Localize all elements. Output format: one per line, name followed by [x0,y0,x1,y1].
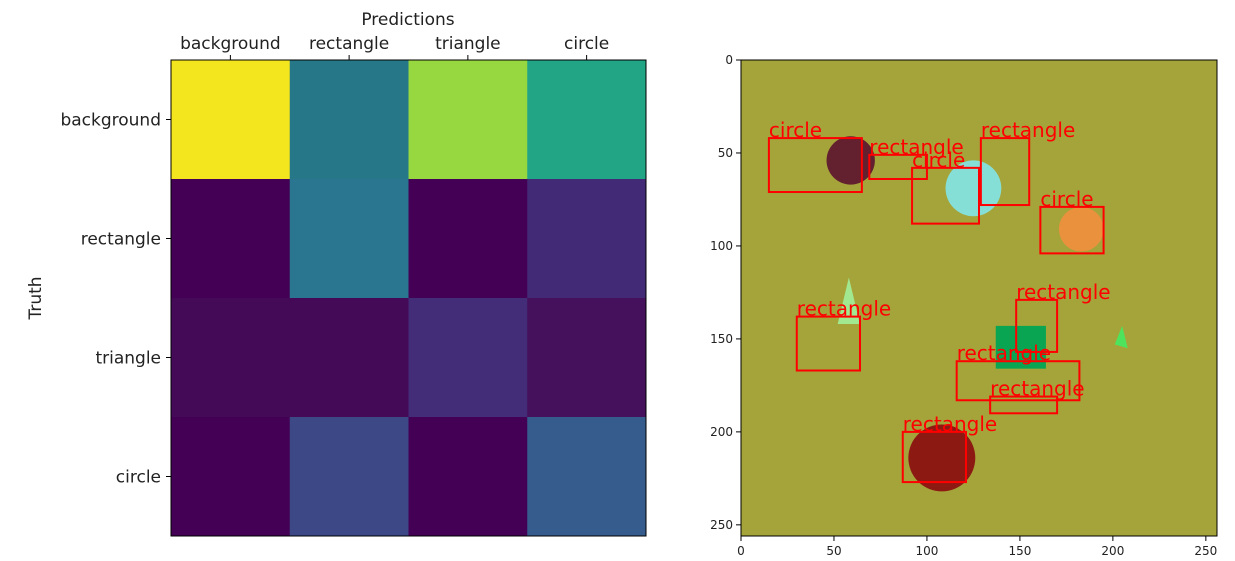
heatmap-xtick-label: background [180,34,281,54]
detection-box [955,360,1081,402]
heatmap-ytick-label: rectangle [81,230,161,250]
heatmap-frame [170,59,647,537]
heatmap-xtick-label: triangle [435,34,501,54]
heatmap-ytick-label: background [60,111,161,131]
detection-box-label: rectangle [797,297,891,321]
image-ytick-label: 200 [710,425,733,439]
detection-box-label: circle [769,118,822,142]
heatmap-cell-2-1 [289,298,409,418]
detection-image-plot: circlerectanglecirclerectanglecirclerect… [710,53,1218,558]
image-frame [740,59,1218,537]
heatmap-xtick-label: circle [564,34,609,54]
heatmap-cell-0-3 [527,60,647,180]
heatmap-cell-3-2 [408,417,528,537]
heatmap-cell-1-0 [171,179,291,299]
image-triangle-shape [1114,325,1128,349]
image-ytick-label: 100 [710,239,733,253]
heatmap-xtick-label: rectangle [309,34,389,54]
detection-box-label: rectangle [957,341,1051,365]
image-xtick-label: 200 [1101,544,1124,558]
image-xtick-label: 0 [737,544,745,558]
detection-box-label: rectangle [981,118,1075,142]
detection-box [901,430,967,484]
detection-box-label: rectangle [869,135,963,159]
heatmap-ytick-label: circle [116,468,161,488]
heatmap-cell-0-1 [289,60,409,180]
image-ytick-label: 150 [710,332,733,346]
image-xtick-label: 150 [1008,544,1031,558]
image-ytick-label: 0 [725,53,733,67]
heatmap-top-axis-title: Predictions [361,10,454,30]
detection-box [767,137,863,194]
heatmap-cell-1-3 [527,179,647,299]
detection-box [1015,298,1059,353]
detection-box-label: rectangle [903,412,997,436]
image-circle-shape [1058,206,1104,252]
detection-box [1039,205,1105,255]
heatmap-cell-1-1 [289,179,409,299]
detection-box-label: circle [912,148,965,172]
confusion-matrix-heatmap: Predictions Truth background rectangle tri… [26,10,647,537]
image-xtick-label: 100 [915,544,938,558]
detection-box [911,166,980,225]
detection-box [795,315,861,372]
detection-box-label: circle [1040,187,1093,211]
image-ytick-label: 50 [718,146,733,160]
heatmap-cell-2-3 [527,298,647,418]
heatmap-cell-3-0 [171,417,291,537]
heatmap-cell-1-2 [408,179,528,299]
heatmap-cell-0-0 [171,60,291,180]
heatmap-cell-3-3 [527,417,647,537]
heatmap-cell-0-2 [408,60,528,180]
detection-box [979,137,1031,207]
image-circle-shape [908,424,976,492]
heatmap-cell-3-1 [289,417,409,537]
image-circle-shape [945,160,1002,217]
heatmap-y-axis-label: Truth [26,276,46,320]
detection-box-label: rectangle [990,377,1084,401]
image-ytick-label: 250 [710,518,733,532]
heatmap-cell-2-2 [408,298,528,418]
heatmap-ytick-label: triangle [95,349,161,369]
image-xtick-label: 250 [1194,544,1217,558]
noise-image-background [741,60,1217,536]
image-xtick-label: 50 [826,544,841,558]
image-triangle-shape [837,277,860,325]
heatmap-cell-2-0 [171,298,291,418]
detection-box [989,395,1059,415]
detection-box-label: rectangle [1016,280,1110,304]
image-circle-shape [826,136,875,185]
